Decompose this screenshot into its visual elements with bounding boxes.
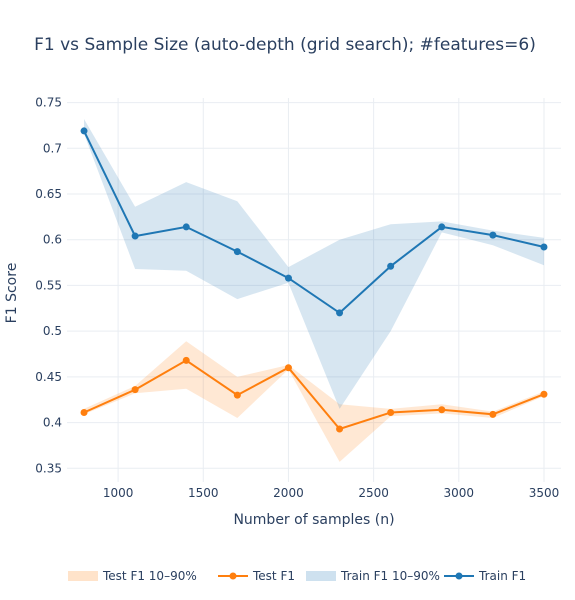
- data-point: [233, 391, 241, 399]
- data-point: [387, 409, 395, 417]
- legend-swatch: [306, 571, 336, 581]
- band-layer: [84, 119, 544, 462]
- legend-marker: [455, 572, 463, 580]
- data-point: [336, 309, 344, 317]
- legend-item[interactable]: Test F1: [218, 569, 295, 583]
- legend-item[interactable]: Train F1: [444, 569, 526, 583]
- data-point: [131, 232, 139, 240]
- y-tick-label: 0.4: [43, 416, 62, 430]
- legend-swatch: [68, 571, 98, 581]
- y-tick-label: 0.55: [35, 278, 62, 292]
- data-point: [233, 248, 241, 256]
- y-tick-label: 0.5: [43, 324, 62, 338]
- data-point: [336, 425, 344, 433]
- x-tick-label: 3500: [529, 486, 560, 500]
- y-tick-label: 0.45: [35, 370, 62, 384]
- y-tick-label: 0.6: [43, 233, 62, 247]
- y-tick-label: 0.75: [35, 96, 62, 110]
- y-tick-label: 0.65: [35, 187, 62, 201]
- data-point: [489, 410, 497, 418]
- data-point: [438, 223, 446, 231]
- x-tick-label: 2500: [358, 486, 389, 500]
- data-point: [182, 356, 190, 364]
- legend: Test F1 10–90% Test F1 Train F1 10–90% Trai…: [68, 569, 526, 583]
- chart-title: F1 vs Sample Size (auto-depth (grid sear…: [34, 35, 536, 55]
- data-point: [540, 390, 548, 398]
- y-tick-labels: 0.35 0.4 0.45 0.5 0.55 0.6 0.65 0.7 0.75: [35, 96, 62, 476]
- x-tick-label: 2000: [273, 486, 304, 500]
- x-tick-labels: 1000 1500 2000 2500 3000 3500: [103, 486, 559, 500]
- confidence-band: [84, 341, 544, 462]
- x-axis-title: Number of samples (n): [233, 512, 394, 528]
- data-point: [489, 231, 497, 239]
- confidence-band: [84, 119, 544, 409]
- x-tick-label: 1000: [103, 486, 134, 500]
- x-tick-label: 1500: [188, 486, 219, 500]
- series-line: [83, 359, 545, 431]
- series-line: [83, 130, 545, 315]
- legend-label: Test F1 10–90%: [102, 569, 197, 583]
- y-tick-label: 0.7: [43, 141, 62, 155]
- grid-layer: [67, 98, 561, 482]
- legend-item[interactable]: Test F1 10–90%: [68, 569, 197, 583]
- legend-label: Train F1: [478, 569, 526, 583]
- data-point: [438, 406, 446, 414]
- y-tick-label: 0.35: [35, 461, 62, 475]
- data-point: [80, 409, 88, 417]
- legend-item[interactable]: Train F1 10–90%: [306, 569, 440, 583]
- data-point: [131, 386, 139, 394]
- data-point: [284, 274, 292, 282]
- legend-label: Test F1: [252, 569, 295, 583]
- x-tick-label: 3000: [444, 486, 475, 500]
- data-point: [387, 262, 395, 270]
- data-point: [540, 243, 548, 251]
- y-axis-title: F1 Score: [4, 263, 20, 324]
- data-point: [182, 223, 190, 231]
- point-layer: [80, 127, 548, 433]
- data-point: [80, 127, 88, 135]
- legend-marker: [229, 572, 237, 580]
- legend-label: Train F1 10–90%: [340, 569, 440, 583]
- line-layer: [83, 130, 545, 431]
- data-point: [284, 364, 292, 372]
